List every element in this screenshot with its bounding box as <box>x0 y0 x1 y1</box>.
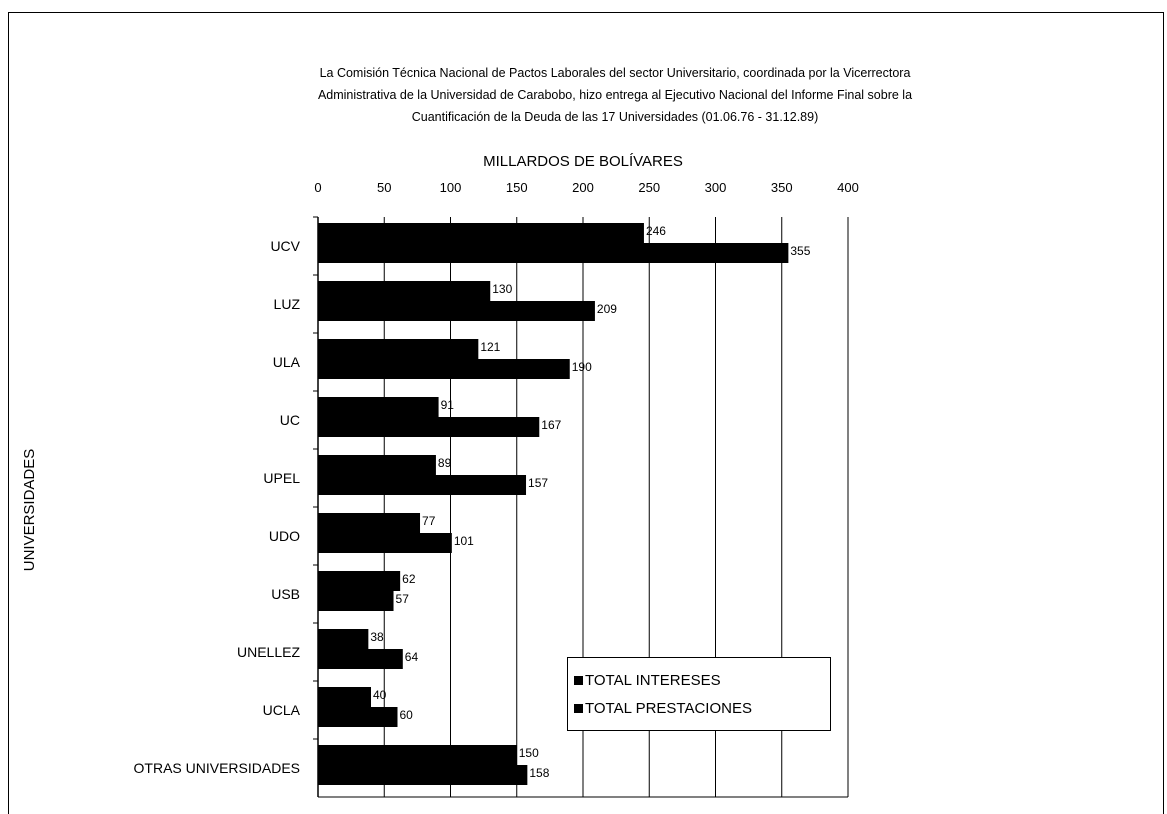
chart-title: La Comisión Técnica Nacional de Pactos L… <box>110 62 1120 128</box>
data-label: 157 <box>528 476 548 490</box>
x-tick-label: 200 <box>572 180 594 195</box>
legend-label-prestaciones: TOTAL PRESTACIONES <box>585 699 752 717</box>
data-label: 38 <box>370 630 384 644</box>
x-tick-label: 400 <box>837 180 859 195</box>
bar <box>318 243 789 263</box>
category-label: UPEL <box>263 470 300 486</box>
category-label: USB <box>271 586 300 602</box>
category-label: LUZ <box>274 296 301 312</box>
bar <box>318 745 517 765</box>
legend-swatch-prestaciones <box>574 703 583 713</box>
x-axis-title: MILLARDOS DE BOLÍVARES <box>483 153 683 170</box>
bar <box>318 417 540 437</box>
bars <box>318 223 789 785</box>
data-label: 130 <box>492 282 512 296</box>
data-label: 89 <box>438 456 452 470</box>
x-tick-label: 250 <box>638 180 660 195</box>
data-label: 60 <box>400 708 414 722</box>
legend-item-intereses: TOTAL INTERESES <box>574 666 824 694</box>
bar <box>318 301 595 321</box>
category-label: UNELLEZ <box>237 644 300 660</box>
bar <box>318 571 401 591</box>
bar <box>318 591 394 611</box>
category-label: UDO <box>269 528 300 544</box>
bar <box>318 707 398 727</box>
data-label: 62 <box>402 572 416 586</box>
x-tick-label: 350 <box>771 180 793 195</box>
labels: MILLARDOS DE BOLÍVARES 0 50 100 150 200 250 300… <box>21 153 859 780</box>
x-tick-label: 300 <box>705 180 727 195</box>
bar <box>318 765 528 785</box>
bar <box>318 687 371 707</box>
legend-label-intereses: TOTAL INTERESES <box>585 671 721 689</box>
data-label: 40 <box>373 688 387 702</box>
bar <box>318 223 644 243</box>
legend-swatch-intereses <box>574 675 583 685</box>
bar <box>318 629 369 649</box>
category-label: UC <box>280 412 300 428</box>
bar <box>318 475 527 495</box>
category-label: ULA <box>273 354 301 370</box>
data-label: 91 <box>441 398 455 412</box>
x-tick-label: 0 <box>314 180 321 195</box>
bar <box>318 649 403 669</box>
x-tick-label: 50 <box>377 180 391 195</box>
data-label: 101 <box>454 534 474 548</box>
bar <box>318 359 570 379</box>
category-label: OTRAS UNIVERSIDADES <box>134 760 300 776</box>
bar <box>318 455 436 475</box>
data-label: 64 <box>405 650 419 664</box>
bar <box>318 281 491 301</box>
title-line-2: Administrativa de la Universidad de Cara… <box>317 88 913 102</box>
data-label: 150 <box>519 746 539 760</box>
data-label: 355 <box>790 244 810 258</box>
data-label: 167 <box>541 418 561 432</box>
legend: TOTAL INTERESES TOTAL PRESTACIONES <box>567 657 831 731</box>
chart-frame <box>8 12 1164 814</box>
data-label: 57 <box>396 592 410 606</box>
legend-item-prestaciones: TOTAL PRESTACIONES <box>574 694 824 722</box>
category-label: UCLA <box>263 702 301 718</box>
category-label: UCV <box>270 238 300 254</box>
bar <box>318 339 479 359</box>
title-line-3: Cuantificación de la Deuda de las 17 Uni… <box>411 110 819 124</box>
data-label: 209 <box>597 302 617 316</box>
data-label: 190 <box>572 360 592 374</box>
y-axis-title: UNIVERSIDADES <box>21 449 38 572</box>
title-line-1: La Comisión Técnica Nacional de Pactos L… <box>319 66 911 80</box>
bar <box>318 397 439 417</box>
data-label: 158 <box>529 766 549 780</box>
data-label: 246 <box>646 224 666 238</box>
x-tick-label: 150 <box>506 180 528 195</box>
data-label: 121 <box>480 340 500 354</box>
bar <box>318 533 452 553</box>
data-label: 77 <box>422 514 436 528</box>
bar <box>318 513 421 533</box>
x-tick-label: 100 <box>440 180 462 195</box>
